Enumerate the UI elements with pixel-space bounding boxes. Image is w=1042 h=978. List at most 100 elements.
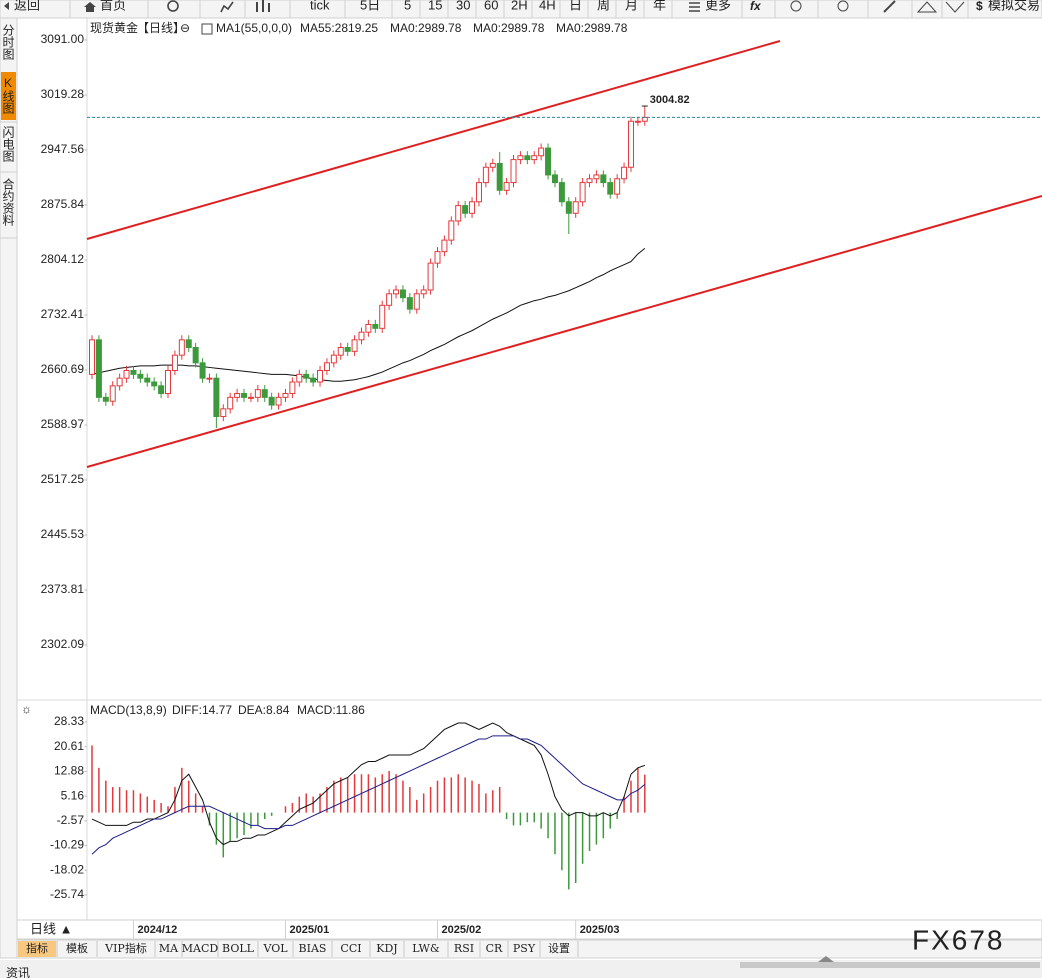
candle-body xyxy=(565,201,572,214)
candle-body xyxy=(89,339,95,375)
candle-body xyxy=(600,174,607,184)
trend-icon[interactable] xyxy=(220,1,234,13)
collapse-icon[interactable]: ⊖ xyxy=(180,21,190,35)
candle-body xyxy=(178,339,185,356)
indicator-tab[interactable]: 设置 xyxy=(548,942,570,955)
candle-body xyxy=(448,220,455,241)
channel-lower xyxy=(86,195,1042,468)
y-tick-label: 2302.09 xyxy=(41,637,85,651)
candle-body xyxy=(372,323,379,329)
toolbar-button[interactable]: 模拟交易 xyxy=(988,0,1040,12)
channel-upper xyxy=(86,40,781,240)
candle-body xyxy=(475,182,482,203)
period-button[interactable]: 日线 ▲ xyxy=(30,921,72,936)
fx-icon[interactable]: fx xyxy=(750,0,762,13)
toolbar-button[interactable]: 周 xyxy=(597,0,610,12)
pen-icon[interactable] xyxy=(883,0,896,13)
sidebar-tab[interactable]: 合约资料 xyxy=(1,177,15,226)
x-tick-label: 2025/03 xyxy=(580,924,620,936)
toolbar-button[interactable]: 5日 xyxy=(360,0,380,12)
toolbar-button[interactable]: 日 xyxy=(569,0,582,12)
candle-icon[interactable] xyxy=(256,0,270,12)
indicator-tab[interactable]: BIAS xyxy=(299,942,327,955)
sidebar-tab[interactable]: K线图 xyxy=(1,76,15,114)
candle-body xyxy=(227,396,234,410)
toolbar-button[interactable]: tick xyxy=(310,0,330,12)
zoom-out-icon[interactable] xyxy=(790,0,802,12)
scrollbar[interactable] xyxy=(740,962,1040,968)
x-tick-label: 2025/01 xyxy=(289,924,329,936)
toolbar-button[interactable]: 30 xyxy=(456,0,470,12)
indicator-tab[interactable]: KDJ xyxy=(376,942,397,955)
toolbar-button[interactable]: 15 xyxy=(428,0,442,12)
candle-body xyxy=(420,289,427,295)
indicator-tab[interactable]: LW& xyxy=(412,942,440,955)
y-tick-label: -2.57 xyxy=(57,813,85,827)
candle-body xyxy=(247,396,254,399)
bottom-tab[interactable]: 资讯 xyxy=(6,966,30,978)
triangle-up-icon[interactable] xyxy=(916,1,938,13)
toolbar-button[interactable]: 5 xyxy=(404,0,411,12)
candle-body xyxy=(551,174,558,184)
zoom-in-icon[interactable] xyxy=(837,0,849,12)
candle-body xyxy=(351,339,358,352)
legend-item: DIFF:14.77 xyxy=(172,703,232,717)
toolbar-button[interactable]: 更多 xyxy=(705,0,731,12)
candle-body xyxy=(503,182,510,191)
candle-body xyxy=(393,289,400,295)
y-tick-label: 2875.84 xyxy=(41,197,85,211)
indicator-tab[interactable]: VOL xyxy=(262,942,288,955)
refresh-icon[interactable] xyxy=(167,0,179,12)
candle-body xyxy=(579,182,586,203)
toolbar-button[interactable]: 60 xyxy=(484,0,498,12)
toolbar-button[interactable]: 月 xyxy=(625,0,638,12)
y-tick-label: 12.88 xyxy=(54,764,84,778)
sidebar-tab[interactable]: 分时图 xyxy=(1,24,15,60)
toolbar-button[interactable]: 返回 xyxy=(14,0,40,12)
indicator-tab[interactable]: 模板 xyxy=(66,941,88,955)
toolbar-button[interactable]: 首页 xyxy=(100,0,126,12)
high-label: 3004.82 xyxy=(650,94,690,106)
scroll-arrow[interactable] xyxy=(818,956,834,962)
sidebar-tab[interactable]: 闪电图 xyxy=(1,126,15,162)
legend-item: MA0:2989.78 xyxy=(473,21,545,35)
toolbar-button[interactable]: 4H xyxy=(539,0,556,12)
candle-body xyxy=(510,159,517,184)
candle-body xyxy=(607,182,614,195)
indicator-tab[interactable]: RSI xyxy=(454,942,474,955)
indicator-tab[interactable]: CR xyxy=(486,942,503,955)
candle-body xyxy=(586,178,593,184)
indicator-tab[interactable]: CCI xyxy=(340,942,361,955)
candle-body xyxy=(213,377,220,418)
toolbar-button[interactable]: 年 xyxy=(653,0,666,12)
x-axis-bar xyxy=(16,919,1042,940)
candle-body xyxy=(434,251,441,264)
triangle-down-icon[interactable] xyxy=(945,1,965,13)
candle-body xyxy=(296,373,303,383)
y-tick-label: 28.33 xyxy=(54,714,84,728)
indicator-tab[interactable]: MA xyxy=(159,942,179,955)
candle-body xyxy=(358,331,365,341)
candle-body xyxy=(455,205,462,222)
more-icon[interactable] xyxy=(689,2,700,12)
candle-body xyxy=(317,370,324,383)
candle-body xyxy=(482,166,489,184)
candle-body xyxy=(241,393,248,398)
candle-body xyxy=(282,393,289,398)
sidebar-tab-active xyxy=(1,72,16,120)
macd-line xyxy=(91,722,645,846)
settings-icon[interactable]: ☼ xyxy=(21,702,32,716)
indicator-tab[interactable]: VIP指标 xyxy=(104,941,147,955)
indicator-tab[interactable]: BOLL xyxy=(222,942,255,955)
back-icon xyxy=(4,2,9,10)
candle-body xyxy=(137,373,144,379)
indicator-tab[interactable]: 指标 xyxy=(26,941,48,955)
indicator-tab[interactable]: MACD xyxy=(182,942,219,955)
dollar-icon[interactable]: $ xyxy=(976,0,983,13)
toolbar-button[interactable]: 2H xyxy=(511,0,528,12)
y-tick-label: 2373.81 xyxy=(41,582,85,596)
y-tick-label: -10.29 xyxy=(50,838,84,852)
indicator-tab[interactable]: PSY xyxy=(513,942,536,955)
